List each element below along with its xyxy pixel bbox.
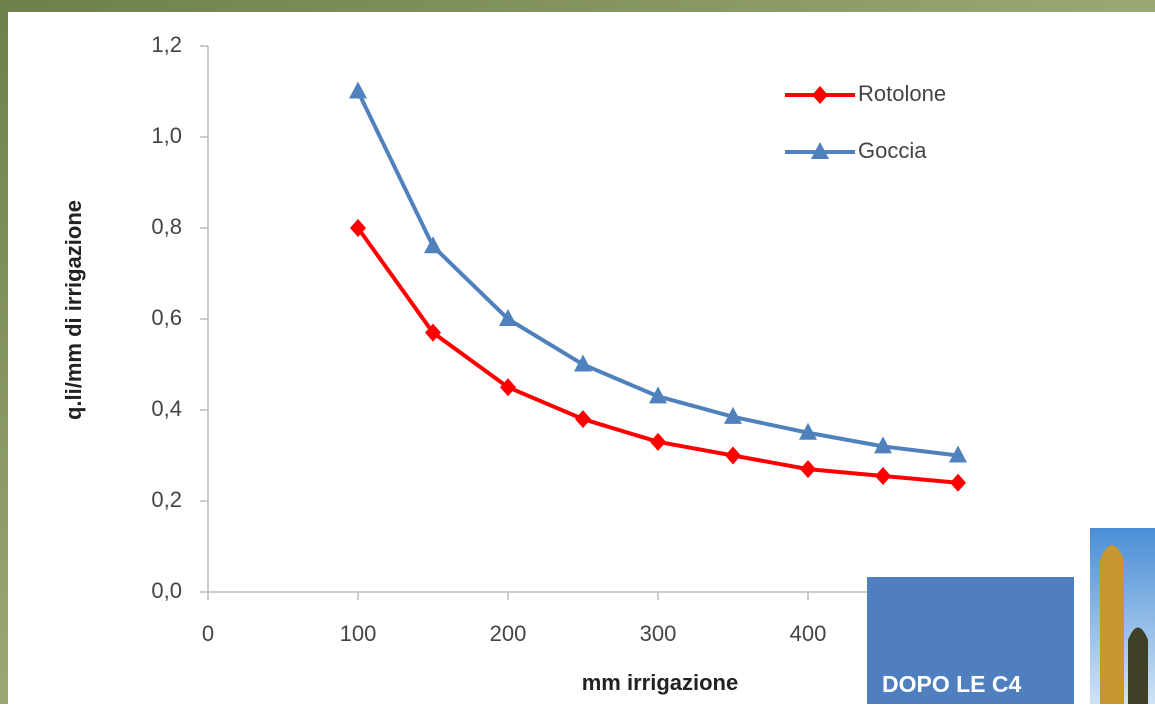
marker xyxy=(875,466,891,485)
cactus xyxy=(1100,545,1124,704)
marker xyxy=(350,219,366,237)
marker xyxy=(649,386,667,404)
marker xyxy=(949,445,967,463)
marker xyxy=(425,323,441,342)
marker xyxy=(799,422,817,440)
blue-box xyxy=(867,577,1074,704)
y-tick-label: 0,6 xyxy=(151,305,182,330)
y-tick-label: 0,4 xyxy=(151,396,182,421)
cactus-shadow xyxy=(1128,627,1148,704)
legend-label: Rotolone xyxy=(858,81,946,106)
legend-label: Goccia xyxy=(858,138,927,163)
marker xyxy=(950,473,966,492)
marker xyxy=(725,446,741,465)
x-tick-label: 200 xyxy=(490,621,527,646)
x-tick-label: 300 xyxy=(640,621,677,646)
marker xyxy=(349,81,367,99)
y-tick-label: 1,2 xyxy=(151,32,182,57)
marker xyxy=(500,378,516,397)
marker xyxy=(724,406,742,424)
y-tick-label: 0,8 xyxy=(151,214,182,239)
marker xyxy=(574,354,592,372)
box-label: DOPO LE C4 xyxy=(882,671,1022,697)
y-tick-label: 1,0 xyxy=(151,123,182,148)
y-tick-label: 0,2 xyxy=(151,487,182,512)
legend-marker xyxy=(812,86,828,104)
x-tick-label: 400 xyxy=(790,621,827,646)
marker xyxy=(499,309,517,326)
marker xyxy=(424,236,442,254)
x-tick-label: 0 xyxy=(202,621,214,646)
marker xyxy=(575,410,591,429)
y-axis-label: q.li/mm di irrigazione xyxy=(61,200,86,420)
marker xyxy=(800,460,816,479)
x-axis-label: mm irrigazione xyxy=(582,670,738,695)
chart: 0,0 0,2 0,4 0,6 0,8 1,0 1,2 0 100 200 300 400 mm irr… xyxy=(61,32,967,695)
legend-marker xyxy=(811,142,829,159)
x-tick-label: 100 xyxy=(340,621,377,646)
marker xyxy=(650,432,666,451)
y-tick-label: 0,0 xyxy=(151,578,182,603)
marker xyxy=(874,436,892,454)
